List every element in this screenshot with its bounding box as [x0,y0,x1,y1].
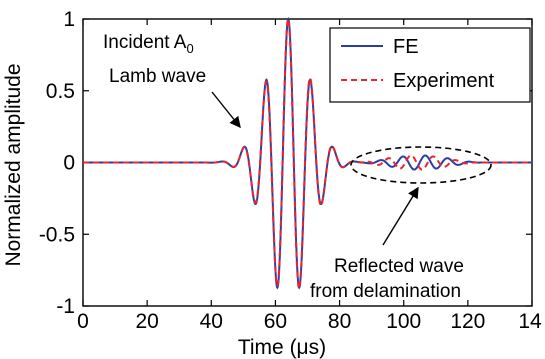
plot-area: 0 20 40 60 80 100 120 14 1 0.5 0 -0.5 -1 Incident A… [39,8,542,333]
x-tick-label: 60 [264,310,287,333]
x-tick-label: 100 [386,310,421,333]
y-ticks: 1 0.5 0 -0.5 -1 [39,8,532,318]
y-tick-label: -0.5 [39,223,75,246]
legend-label-fe: FE [393,36,419,58]
x-tick-label: 40 [200,310,223,333]
incident-annotation: Incident A0 [103,32,194,56]
y-axis-label: Normalized amplitude [2,63,25,266]
y-tick-label: 1 [63,8,75,31]
incident-annotation-line1: Incident A [103,32,187,53]
incident-annotation-line2: Lamb wave [109,66,206,87]
reflected-wave-ellipse [350,146,492,184]
reflected-annotation-line2: from delamination [310,281,461,302]
series-line-experiment [83,17,532,291]
series-layer [83,16,532,291]
x-tick-label: 14 [518,310,542,333]
x-ticks: 0 20 40 60 80 100 120 14 [77,19,542,333]
legend-label-experiment: Experiment [393,70,495,92]
x-axis-label: Time (μs) [238,336,326,359]
legend: FE Experiment [329,27,531,103]
x-tick-label: 120 [450,310,485,333]
legend-box [329,27,531,103]
reflected-annotation-line1: Reflected wave [334,256,464,277]
y-tick-label: 0 [63,152,75,175]
x-tick-label: 80 [328,310,351,333]
y-tick-label: -1 [56,295,75,318]
y-tick-label: 0.5 [46,80,75,103]
incident-annotation-subscript: 0 [186,41,193,56]
x-tick-label: 20 [135,310,158,333]
x-tick-label: 0 [77,310,89,333]
reflected-arrow [382,186,419,246]
incident-arrow [211,91,241,129]
